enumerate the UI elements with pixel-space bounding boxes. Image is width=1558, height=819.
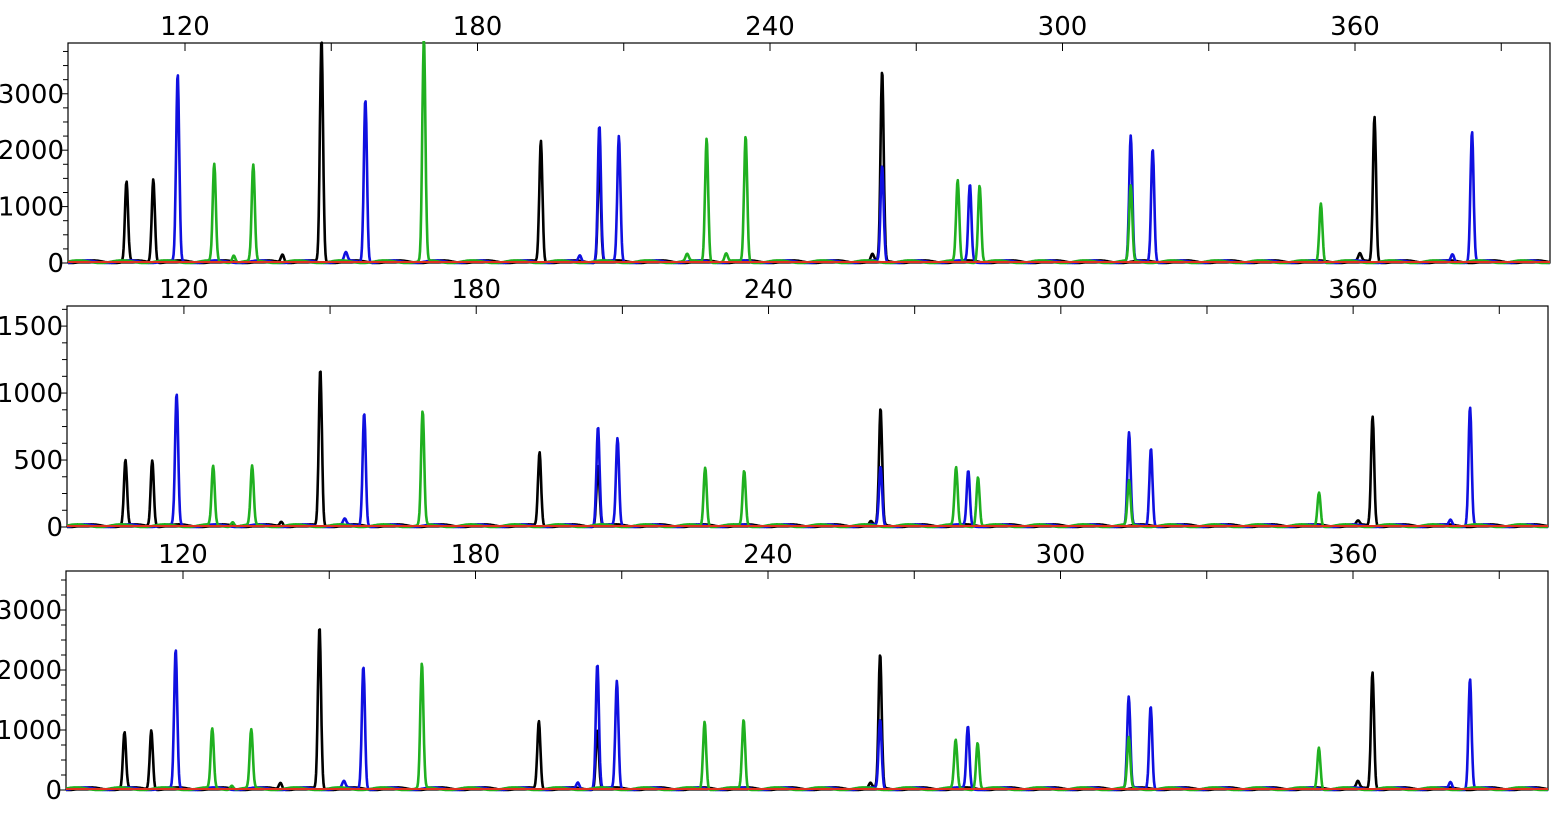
x-tick-label: 300 bbox=[1038, 12, 1088, 42]
x-tick-label: 180 bbox=[453, 12, 503, 42]
y-tick-label: 3000 bbox=[0, 80, 64, 110]
x-tick-label: 240 bbox=[745, 12, 795, 42]
x-tick-label: 300 bbox=[1036, 275, 1086, 305]
x-tick-label: 120 bbox=[158, 540, 208, 570]
panel-1: 120 180 240 300 360 0 1000 2000 3000 bbox=[0, 12, 1550, 279]
x-tick-label: 180 bbox=[451, 275, 501, 305]
plot-frame bbox=[68, 43, 1550, 263]
y-tick-label: 3000 bbox=[0, 596, 62, 626]
plot-frame bbox=[66, 571, 1548, 790]
y-tick-label: 0 bbox=[46, 513, 63, 543]
panel-2: 120 180 240 300 360 0 500 1000 1500 bbox=[0, 275, 1548, 543]
y-tick-label: 1000 bbox=[0, 193, 64, 223]
x-tick-label: 120 bbox=[160, 12, 210, 42]
plot-frame bbox=[67, 306, 1548, 527]
y-tick-label: 1000 bbox=[0, 716, 62, 746]
x-tick-label: 120 bbox=[159, 275, 209, 305]
y-tick-label: 2000 bbox=[0, 656, 62, 686]
y-tick-label: 0 bbox=[47, 249, 64, 279]
y-tick-label: 500 bbox=[13, 446, 63, 476]
y-tick-label: 1500 bbox=[0, 312, 63, 342]
panel-3: 120 180 240 300 360 0 1000 2000 3000 bbox=[0, 540, 1548, 806]
x-tick-label: 240 bbox=[743, 540, 793, 570]
x-tick-label: 360 bbox=[1330, 12, 1380, 42]
y-tick-label: 1000 bbox=[0, 379, 63, 409]
y-tick-label: 2000 bbox=[0, 136, 64, 166]
x-tick-label: 300 bbox=[1036, 540, 1086, 570]
x-tick-label: 360 bbox=[1328, 540, 1378, 570]
y-tick-label: 0 bbox=[45, 776, 62, 806]
x-tick-label: 240 bbox=[744, 275, 794, 305]
x-tick-label: 180 bbox=[451, 540, 501, 570]
x-tick-label: 360 bbox=[1328, 275, 1378, 305]
